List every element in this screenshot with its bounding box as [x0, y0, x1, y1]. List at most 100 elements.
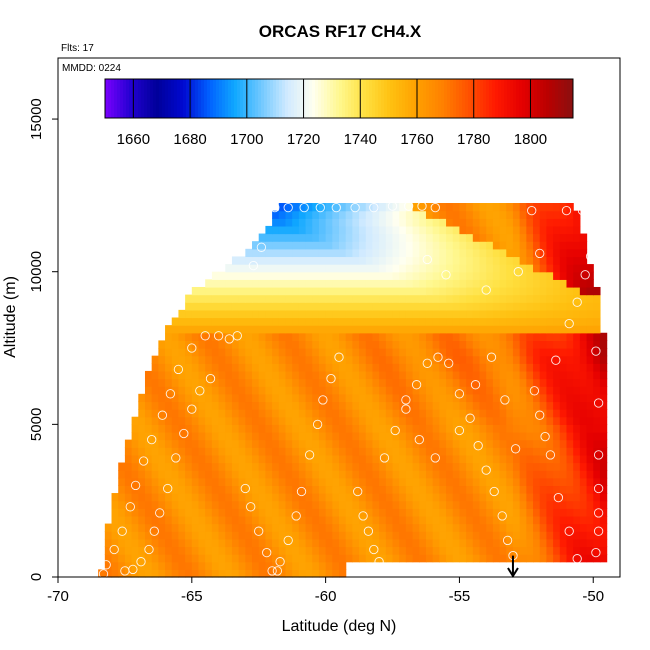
heatmap-cell: [472, 401, 481, 410]
heatmap-cell: [512, 241, 521, 250]
observation-points: [98, 201, 604, 579]
heatmap-cell: [292, 378, 300, 387]
heatmap-cell: [446, 508, 454, 517]
heatmap-cell: [298, 538, 307, 548]
heatmap-cell: [305, 210, 313, 219]
heatmap-cell: [432, 424, 440, 433]
heatmap-cell: [359, 554, 367, 563]
heatmap-cell: [553, 370, 561, 380]
heatmap-cell: [425, 363, 434, 372]
colorbar-segment: [438, 79, 442, 118]
heatmap-cell: [566, 386, 574, 395]
colorbar-segment: [555, 79, 559, 118]
heatmap-cell: [258, 493, 266, 502]
heatmap-cell: [238, 355, 246, 364]
heatmap-cell: [579, 317, 588, 326]
heatmap-cell: [459, 233, 467, 242]
heatmap-cell: [238, 294, 246, 303]
heatmap-cell: [365, 233, 374, 242]
heatmap-cell: [526, 233, 534, 242]
heatmap-cell: [439, 218, 447, 227]
heatmap-cell: [593, 355, 601, 364]
colorbar-segment: [519, 79, 523, 118]
heatmap-cell: [339, 256, 347, 265]
heatmap-cell: [432, 264, 440, 273]
date-note: MMDD: 0224: [62, 63, 121, 74]
heatmap-cell: [519, 531, 527, 540]
y-tick-label: 10000: [28, 251, 45, 293]
heatmap-cell: [245, 363, 253, 372]
heatmap-cell: [586, 325, 594, 334]
heatmap-cell: [533, 431, 541, 441]
heatmap-cell: [479, 241, 487, 250]
heatmap-cell: [586, 317, 594, 326]
heatmap-cell: [298, 286, 307, 296]
heatmap-cell: [245, 309, 253, 319]
heatmap-cell: [218, 355, 226, 364]
heatmap-cell: [185, 348, 193, 357]
heatmap-cell: [533, 294, 541, 303]
heatmap-cell: [332, 485, 340, 494]
heatmap-cell: [425, 279, 434, 288]
heatmap-cell: [178, 355, 186, 364]
heatmap-cell: [272, 355, 280, 364]
heatmap-cell: [392, 393, 400, 403]
heatmap-cell: [546, 210, 554, 219]
heatmap-cell: [252, 424, 260, 433]
heatmap-cell: [278, 523, 287, 532]
heatmap-cell: [372, 416, 380, 425]
heatmap-cell: [519, 493, 527, 502]
heatmap-cell: [178, 493, 186, 502]
heatmap-cell: [258, 348, 266, 357]
heatmap-cell: [379, 370, 387, 380]
heatmap-cell: [245, 370, 253, 380]
heatmap-cell: [285, 439, 293, 448]
heatmap-cell: [178, 409, 186, 418]
heatmap-cell: [332, 416, 340, 425]
heatmap-cell: [218, 515, 226, 525]
heatmap-cell: [419, 538, 427, 548]
heatmap-cell: [412, 256, 420, 265]
heatmap-cell: [499, 210, 507, 219]
heatmap-cell: [285, 241, 293, 250]
heatmap-cell: [178, 454, 186, 464]
heatmap-cell: [359, 340, 367, 349]
heatmap-cell: [425, 348, 434, 357]
heatmap-cell: [345, 286, 353, 296]
heatmap-cell: [425, 515, 434, 525]
heatmap-cell: [546, 256, 554, 265]
heatmap-cell: [599, 378, 608, 387]
heatmap-cell: [185, 416, 193, 425]
heatmap-cell: [151, 493, 159, 502]
heatmap-cell: [579, 332, 588, 341]
heatmap-cell: [218, 401, 226, 410]
heatmap-cell: [486, 248, 494, 258]
heatmap-cell: [499, 302, 507, 311]
heatmap-cell: [339, 286, 347, 296]
heatmap-cell: [231, 294, 240, 303]
heatmap-cell: [205, 340, 213, 349]
heatmap-cell: [405, 286, 414, 296]
heatmap-cell: [472, 462, 481, 471]
heatmap-cell: [379, 538, 387, 548]
heatmap-cell: [432, 546, 440, 555]
colorbar-segment: [399, 79, 403, 118]
heatmap-cell: [533, 485, 541, 494]
heatmap-cell: [359, 439, 367, 448]
heatmap-cell: [412, 493, 420, 502]
heatmap-cell: [399, 248, 407, 258]
colorbar-segment: [255, 79, 259, 118]
heatmap-cell: [265, 500, 273, 509]
heatmap-cell: [425, 485, 434, 494]
heatmap-cell: [405, 340, 414, 349]
heatmap-cell: [432, 454, 440, 464]
heatmap-cell: [539, 233, 547, 242]
heatmap-cell: [566, 233, 574, 242]
heatmap-cell: [318, 378, 327, 387]
heatmap-cell: [205, 531, 213, 540]
heatmap-cell: [553, 279, 561, 288]
heatmap-cell: [439, 248, 447, 258]
heatmap-cell: [559, 378, 568, 387]
heatmap-cell: [379, 271, 387, 280]
heatmap-cell: [419, 355, 427, 364]
